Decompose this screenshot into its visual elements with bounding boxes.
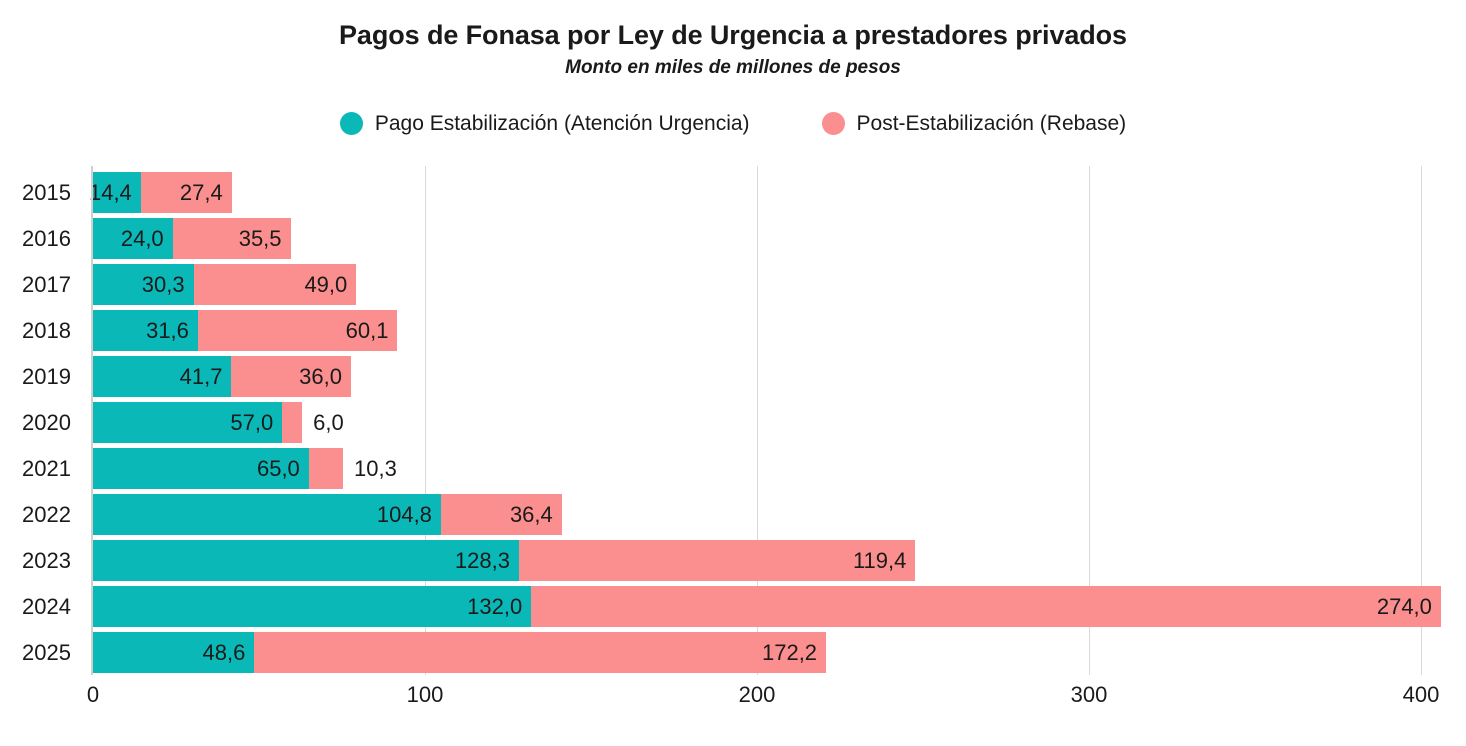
bar-value-label: 119,4 — [852, 547, 907, 573]
legend-item-label: Pago Estabilización (Atención Urgencia) — [374, 112, 750, 135]
y-axis-category-label: 2025 — [22, 639, 71, 665]
y-axis-category-label: 2017 — [22, 271, 71, 297]
y-axis-category-label: 2023 — [22, 547, 71, 573]
bar-segment[interactable]: 274,0 — [531, 586, 1441, 627]
bar-segment[interactable]: 24,0 — [93, 218, 173, 259]
bar-value-label: 128,3 — [454, 547, 510, 573]
bar-segment[interactable]: 60,1 — [197, 310, 398, 351]
y-axis-category-label: 2020 — [22, 409, 71, 435]
bar-segment[interactable]: 49,0 — [193, 264, 357, 305]
y-axis-category-label: 2024 — [22, 593, 71, 619]
bar-value-label: 35,5 — [238, 225, 282, 251]
bar-segment[interactable]: 31,6 — [93, 310, 198, 351]
x-axis-tick-label: 400 — [1402, 682, 1440, 707]
legend-item[interactable]: Pago Estabilización (Atención Urgencia) — [339, 112, 750, 135]
bar-value-label: 132,0 — [467, 593, 523, 619]
bar-value-label: 27,4 — [179, 179, 223, 205]
bar-value-label: 36,0 — [299, 363, 342, 389]
bar-segment[interactable]: 172,2 — [254, 632, 827, 673]
y-axis-line — [91, 166, 93, 675]
bar-segment[interactable]: 36,0 — [231, 356, 351, 397]
legend-item-label: Post-Estabilización (Rebase) — [856, 112, 1127, 135]
legend-item[interactable]: Post-Estabilización (Rebase) — [821, 112, 1127, 135]
bar-segment[interactable]: 65,0 — [93, 448, 309, 489]
gridline — [757, 166, 758, 675]
bar-value-label: 30,3 — [141, 271, 185, 297]
bar-segment[interactable]: 10,3 — [308, 448, 397, 489]
bar-segment[interactable]: 128,3 — [93, 540, 519, 581]
bar-value-label: 6,0 — [313, 409, 344, 435]
y-axis-category-label: 2019 — [22, 363, 71, 389]
bar-value-label: 104,8 — [376, 501, 432, 527]
gridline — [425, 166, 426, 675]
y-axis-category-label: 2016 — [22, 225, 71, 251]
bar-value-label: 172,2 — [761, 639, 818, 665]
chart-title: Pagos de Fonasa por Ley de Urgencia a pr… — [339, 20, 1127, 50]
bar-segment[interactable]: 36,4 — [440, 494, 562, 535]
bar-value-label: 57,0 — [230, 409, 274, 435]
bar-value-label: 36,4 — [509, 501, 553, 527]
bar-segment[interactable]: 48,6 — [93, 632, 255, 673]
x-axis-tick-label: 200 — [738, 682, 776, 707]
bar-value-label: 41,7 — [179, 363, 223, 389]
bar-value-label: 24,0 — [120, 225, 164, 251]
x-axis-tick-label: 0 — [86, 682, 100, 707]
bar-value-label: 14,4 — [88, 179, 132, 205]
bar-segment[interactable]: 41,7 — [93, 356, 232, 397]
bar-segment[interactable]: 14,4 — [89, 172, 141, 213]
bar-segment[interactable]: 35,5 — [172, 218, 291, 259]
bar-segment[interactable]: 104,8 — [93, 494, 441, 535]
bar-segment[interactable]: 132,0 — [93, 586, 532, 627]
x-axis-tick-label: 300 — [1070, 682, 1108, 707]
bar-value-label: 31,6 — [146, 317, 189, 343]
bar-value-label: 48,6 — [202, 639, 246, 665]
bar-segment[interactable]: 30,3 — [93, 264, 194, 305]
x-axis-tick-label: 100 — [406, 682, 444, 707]
bar-segment[interactable]: 6,0 — [282, 402, 344, 443]
chart-legend: Pago Estabilización (Atención Urgencia) P… — [0, 112, 1466, 135]
y-axis-category-label: 2021 — [22, 455, 71, 481]
bar-value-label: 10,3 — [353, 455, 397, 481]
bar-value-label: 60,1 — [345, 317, 389, 343]
y-axis-category-label: 2015 — [22, 179, 71, 205]
legend-color-swatch-icon — [821, 112, 845, 135]
bar-value-label: 65,0 — [256, 455, 300, 481]
gridline — [1421, 166, 1422, 675]
chart-subtitle: Monto en miles de millones de pesos — [565, 57, 901, 78]
bar-value-label: 274,0 — [1376, 593, 1432, 619]
y-axis-category-label: 2018 — [22, 317, 71, 343]
bar-value-label: 49,0 — [304, 271, 348, 297]
gridline — [1089, 166, 1090, 675]
legend-color-swatch-icon — [339, 112, 363, 135]
bar-segment[interactable]: 57,0 — [93, 402, 283, 443]
title-block: Pagos de Fonasa por Ley de Urgencia a pr… — [0, 18, 1466, 82]
bar-segment[interactable]: 119,4 — [518, 540, 916, 581]
y-axis-category-label: 2022 — [22, 501, 71, 527]
bar-segment[interactable]: 27,4 — [140, 172, 232, 213]
